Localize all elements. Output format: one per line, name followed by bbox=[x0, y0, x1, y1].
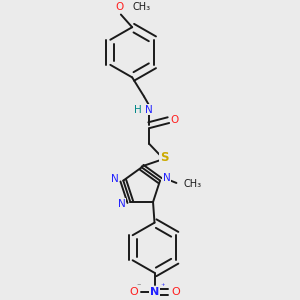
Text: S: S bbox=[160, 151, 168, 164]
Text: N: N bbox=[111, 174, 119, 184]
Text: O: O bbox=[171, 287, 180, 297]
Text: N: N bbox=[145, 105, 153, 115]
Text: O: O bbox=[129, 287, 138, 297]
Text: H: H bbox=[134, 105, 142, 115]
Text: CH₃: CH₃ bbox=[184, 178, 202, 188]
Text: O: O bbox=[170, 115, 178, 125]
Text: CH₃: CH₃ bbox=[132, 2, 150, 12]
Text: N: N bbox=[118, 199, 126, 208]
Text: ⁺: ⁺ bbox=[160, 282, 165, 291]
Text: N: N bbox=[150, 287, 159, 297]
Text: N: N bbox=[163, 173, 170, 183]
Text: O: O bbox=[115, 2, 124, 12]
Text: ⁻: ⁻ bbox=[136, 282, 140, 291]
